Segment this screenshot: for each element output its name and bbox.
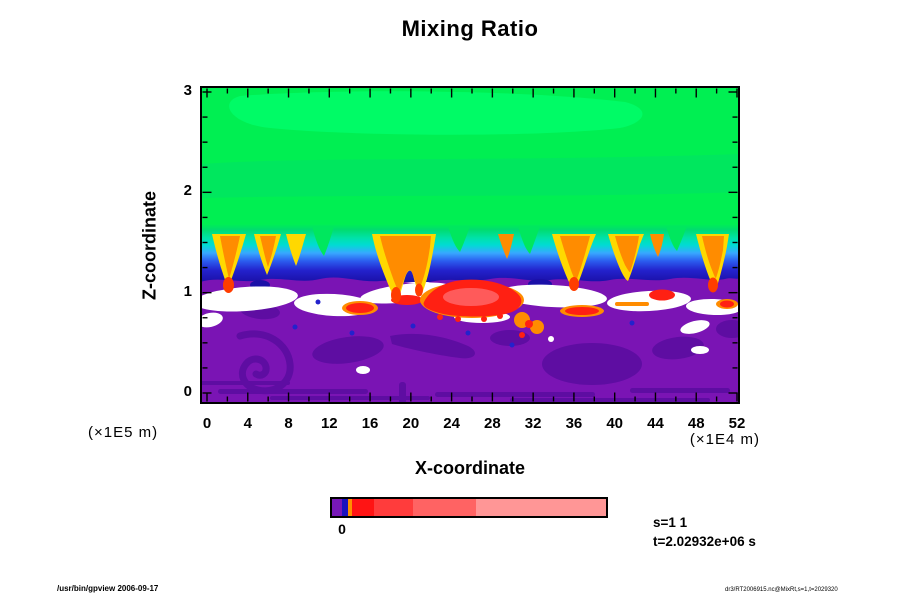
field-red-blobs: [342, 279, 738, 338]
y-axis-unit: (×1E5 m): [88, 424, 159, 441]
x-tick-label: 32: [524, 415, 542, 432]
colorbar-tick-label: 0: [338, 521, 346, 537]
y-tick-label: 2: [183, 182, 192, 200]
annotation-slice: s=1 1: [653, 515, 688, 530]
x-tick-label: 40: [606, 415, 624, 432]
x-tick-label: 28: [484, 415, 501, 432]
plot-area: [200, 86, 740, 404]
x-tick-label: 12: [320, 415, 338, 432]
colorbar-segment: [413, 499, 477, 516]
colorbar-segment: [347, 499, 352, 516]
x-tick-label: 52: [728, 415, 746, 432]
x-tick-label: 24: [443, 415, 460, 432]
x-axis-title: X-coordinate: [414, 458, 525, 478]
y-tick-label: 1: [183, 282, 192, 300]
axes-frame-and-ticks: [200, 86, 740, 404]
x-tick-label: 16: [361, 415, 379, 432]
colorbar-segment: [341, 499, 348, 516]
x-tick-label: 0: [202, 415, 212, 432]
colorbar-segment: [351, 499, 374, 516]
chart-title: Mixing Ratio: [401, 16, 539, 41]
x-tick-label: 44: [647, 415, 664, 432]
field-interface-gradient: [200, 224, 740, 282]
colorbar: [330, 497, 608, 518]
x-tick-label: 8: [284, 415, 293, 432]
y-tick-label: 0: [183, 383, 192, 400]
x-tick-label: 36: [565, 415, 583, 432]
field-plumes: [212, 234, 729, 305]
x-tick-label: 48: [687, 415, 705, 432]
footer-source-info: dr3/RT2006915.nc@MixRt,s=1,t=2029320: [725, 587, 838, 593]
vortex-spiral: [236, 330, 294, 395]
footer-command-date: /usr/bin/gpview 2006-09-17: [57, 584, 159, 593]
mixing-ratio-field: [200, 86, 740, 404]
field-upper-layer: [200, 86, 740, 236]
y-tick-label: 3: [183, 82, 192, 99]
colorbar-segment: [373, 499, 414, 516]
x-tick-label: 20: [402, 415, 420, 432]
field-specks: [292, 299, 635, 348]
x-axis-unit: (×1E4 m): [689, 431, 760, 448]
x-tick-label: 4: [243, 415, 252, 432]
colorbar-segment: [332, 499, 342, 516]
annotation-time: t=2.02932e+06 s: [653, 534, 756, 549]
colorbar-segment: [476, 499, 606, 516]
